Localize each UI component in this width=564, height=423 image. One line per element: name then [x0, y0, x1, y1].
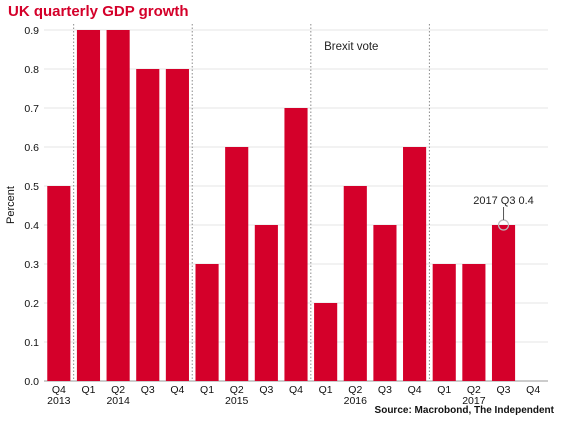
x-year-label: 2013 [47, 395, 71, 407]
source-note: Source: Macrobond, The Independent [374, 405, 554, 416]
y-tick-label: 0.3 [24, 259, 39, 271]
bar [343, 186, 367, 381]
bar [76, 30, 101, 381]
x-tick-label: Q3 [378, 384, 392, 396]
x-tick-label: Q4 [408, 384, 422, 396]
y-tick-label: 0.9 [24, 25, 39, 37]
annotations: Brexit vote 2017 Q3 0.4 [324, 41, 534, 231]
y-tick-label: 0.1 [24, 337, 39, 349]
y-tick-label: 0.0 [24, 376, 39, 388]
bar [47, 186, 71, 381]
x-tick-label: Q1 [437, 384, 451, 396]
x-tick-label: Q4 [289, 384, 303, 396]
x-tick-label: Q3 [141, 384, 155, 396]
y-tick-label: 0.5 [24, 181, 39, 193]
y-axis-label: Percent [5, 186, 17, 224]
x-tick-label: Q4 [52, 384, 66, 396]
x-tick-label: Q4 [170, 384, 184, 396]
year-separators [73, 24, 430, 381]
y-tick-label: 0.2 [24, 298, 39, 310]
x-tick-label: Q3 [259, 384, 273, 396]
bar [314, 303, 338, 381]
brexit-vote-annotation: Brexit vote [324, 41, 378, 53]
x-tick-label: Q4 [526, 384, 540, 396]
x-tick-label: Q2 [467, 384, 481, 396]
x-tick-label: Q2 [111, 384, 125, 396]
bar [284, 108, 308, 381]
x-tick-label: Q2 [348, 384, 362, 396]
bar [491, 225, 516, 381]
y-tick-label: 0.7 [24, 103, 39, 115]
bar [136, 69, 160, 381]
bar [165, 69, 189, 381]
x-year-label: 2014 [106, 395, 130, 407]
bar [106, 30, 130, 381]
bar [403, 147, 427, 381]
x-tick-label: Q1 [200, 384, 214, 396]
y-tick-label: 0.6 [24, 142, 39, 154]
x-tick-label: Q1 [81, 384, 95, 396]
x-tick-label: Q1 [319, 384, 333, 396]
x-year-label: 2016 [344, 395, 368, 407]
x-year-label: 2017 [462, 395, 486, 407]
chart-title: UK quarterly GDP growth [8, 3, 189, 20]
bars [47, 30, 516, 381]
callout-label: 2017 Q3 0.4 [473, 195, 534, 207]
y-tick-labels: 0.0 0.1 0.2 0.3 0.4 0.5 0.6 0.7 0.8 0.9 [24, 25, 39, 388]
y-tick-label: 0.4 [24, 220, 39, 232]
bar [195, 264, 219, 381]
x-tick-label: Q2 [230, 384, 244, 396]
bar [432, 264, 456, 381]
bar [462, 264, 486, 381]
bar [373, 225, 397, 381]
bar [254, 225, 278, 381]
x-tick-label: Q3 [497, 384, 511, 396]
y-tick-label: 0.8 [24, 64, 39, 76]
bar [225, 147, 249, 381]
x-year-label: 2015 [225, 395, 249, 407]
